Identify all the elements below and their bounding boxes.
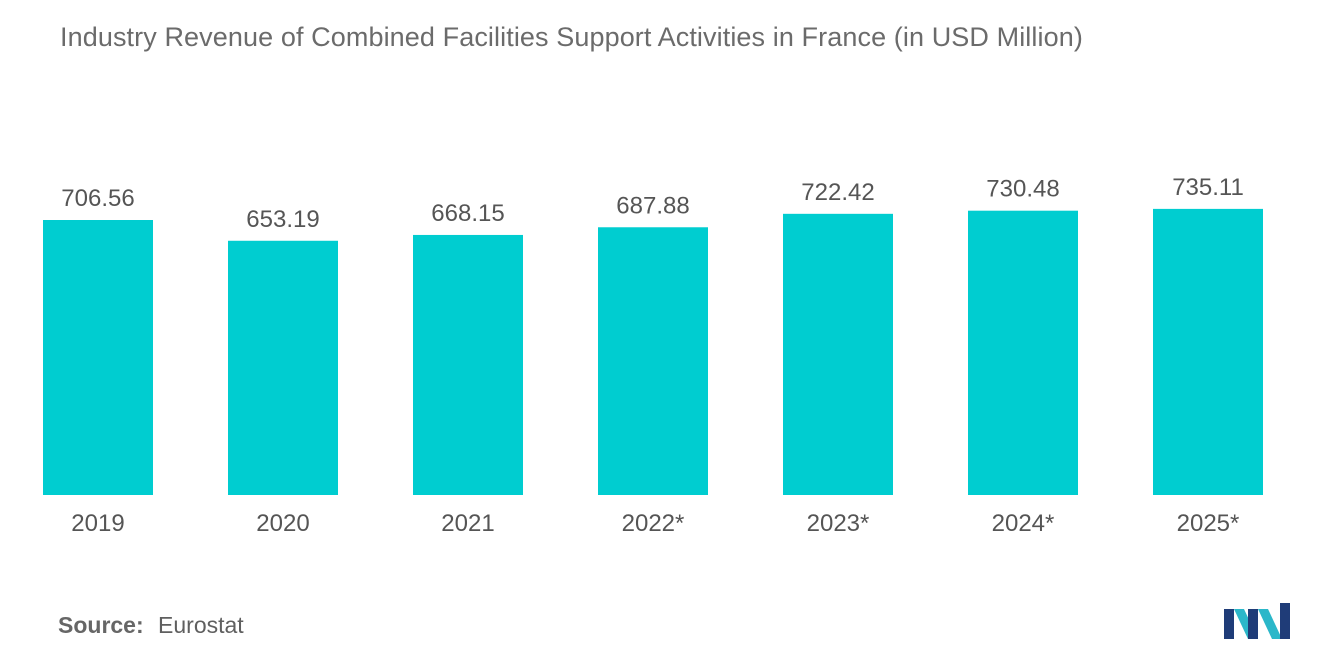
bars-group	[43, 208, 1263, 496]
bar-2023	[783, 213, 893, 495]
category-label: 2022*	[622, 510, 685, 537]
category-label: 2024*	[992, 510, 1055, 537]
source-note: Source: Eurostat	[58, 612, 244, 639]
bar-2019	[43, 220, 153, 495]
source-label: Source:	[58, 612, 144, 638]
value-label: 706.56	[61, 185, 134, 212]
brand-logo-icon	[1224, 603, 1290, 639]
category-label: 2020	[256, 510, 309, 537]
value-label: 687.88	[616, 192, 689, 219]
value-labels-group: 706.56 653.19 668.15 687.88 722.42 730.48 735.…	[61, 174, 1244, 233]
chart-title: Industry Revenue of Combined Facilities …	[60, 22, 1083, 52]
value-label: 653.19	[246, 206, 319, 233]
value-label: 730.48	[986, 176, 1059, 203]
category-label: 2023*	[807, 510, 870, 537]
category-label: 2025*	[1177, 510, 1240, 537]
value-label: 668.15	[431, 200, 504, 227]
value-label: 735.11	[1172, 174, 1244, 201]
bar-2025	[1153, 208, 1263, 495]
bar-2024	[968, 210, 1078, 495]
bar-2021	[413, 234, 523, 496]
bar-2020	[228, 240, 338, 495]
source-value: Eurostat	[158, 612, 244, 638]
bar-2022	[598, 227, 708, 495]
category-label: 2021	[441, 510, 494, 537]
category-labels-group: 2019 2020 2021 2022* 2023* 2024* 2025*	[71, 510, 1239, 537]
category-label: 2019	[71, 510, 124, 537]
value-label: 722.42	[801, 179, 874, 206]
